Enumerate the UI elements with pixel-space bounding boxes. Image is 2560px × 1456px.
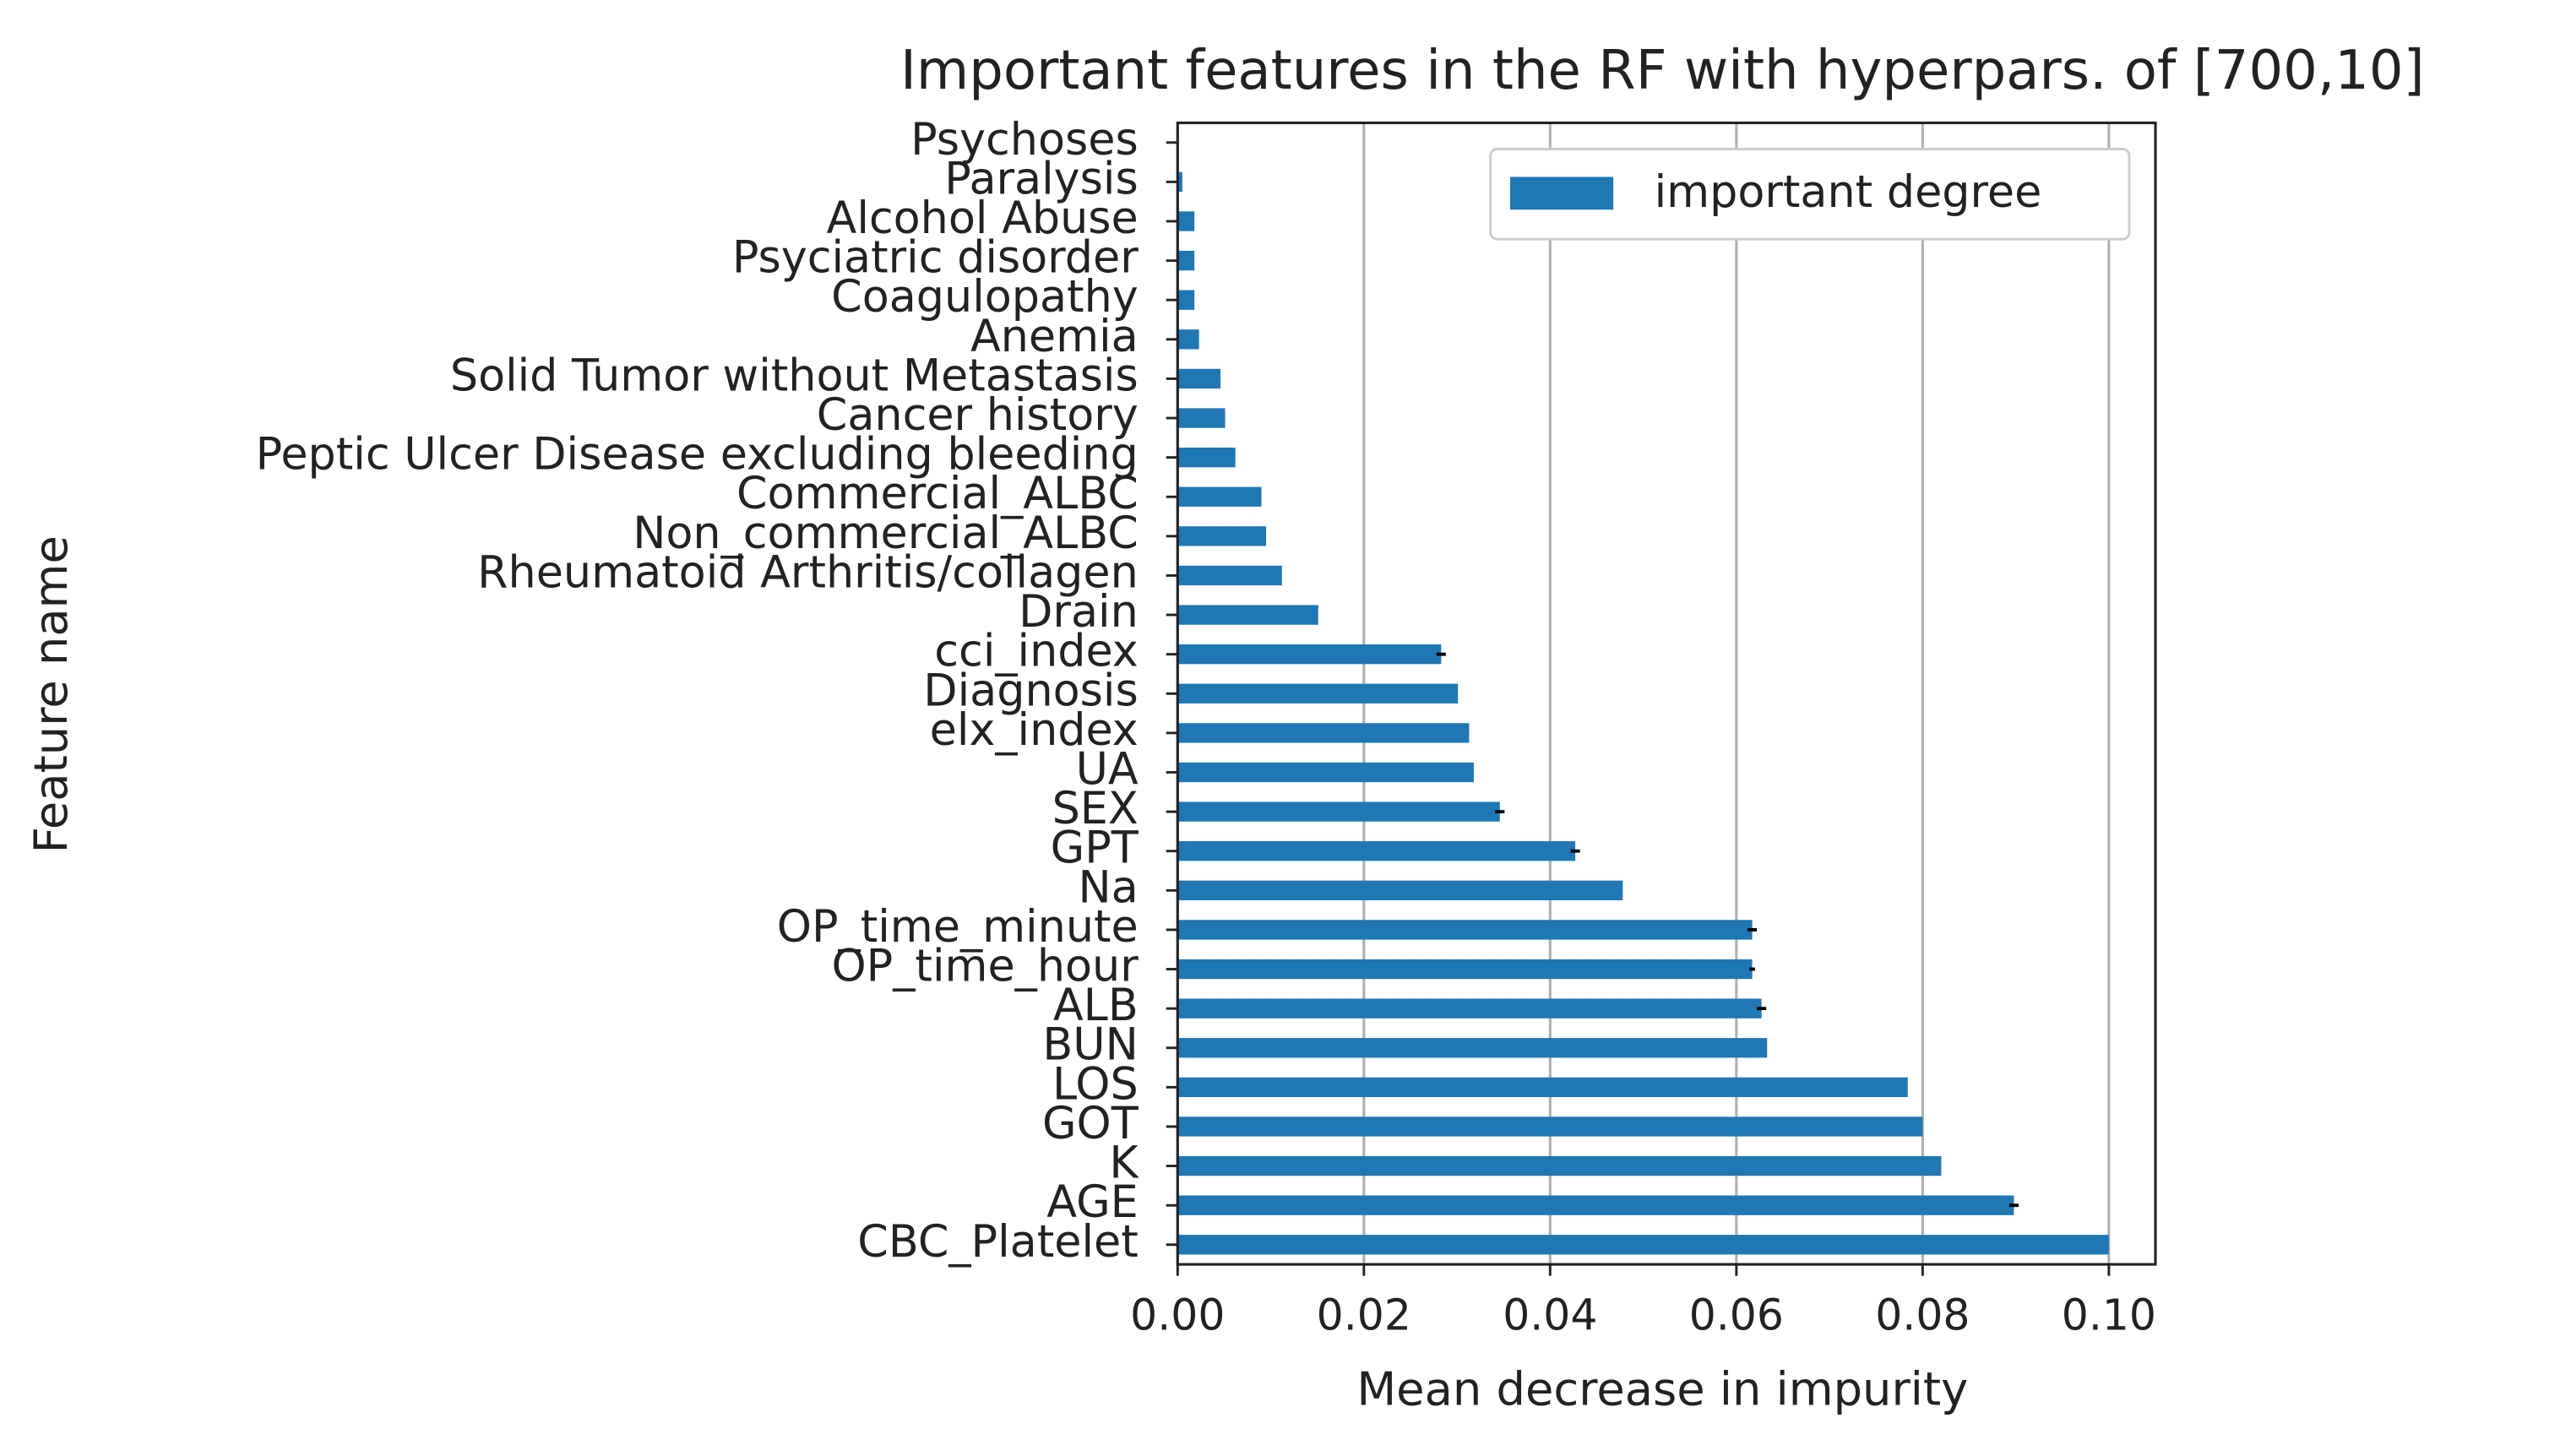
x-axis-label: Mean decrease in impurity [1356,1362,1968,1415]
y-tick-label: K [1109,1138,1139,1189]
x-tick-label: 0.08 [1875,1290,1970,1340]
y-tick-label: Psyciatric disorder [732,232,1139,284]
y-tick-label: Commercial_ALBC [736,468,1139,519]
y-tick-label: LOS [1052,1058,1139,1110]
bar [1177,920,1753,940]
bar [1177,368,1221,389]
y-tick-label: cci_index [934,626,1138,677]
y-tick-label: elx_index [930,704,1139,756]
y-tick-label: Na [1079,861,1139,913]
y-tick-label: Peptic Ulcer Disease excluding bleeding [256,429,1139,481]
y-tick-label: OP_time_hour [831,941,1139,992]
y-tick-label: BUN [1042,1019,1138,1071]
x-tick-label: 0.04 [1503,1290,1597,1340]
legend-swatch [1509,177,1614,210]
bar [1177,250,1195,271]
y-tick-label: Rheumatoid Arthritis/collagen [477,546,1139,598]
bar [1177,1155,1942,1176]
y-tick-label: GOT [1042,1098,1139,1149]
bar [1177,841,1576,861]
y-tick-label: Cancer history [817,389,1139,441]
y-tick-label: Drain [1019,586,1139,638]
legend-box [1489,148,2131,241]
bar [1177,211,1195,231]
y-tick-label: GPT [1051,823,1139,874]
chart-title: Important features in the RF with hyperp… [900,40,2425,102]
x-tick-label: 0.10 [2062,1290,2156,1340]
y-tick-label: CBC_Platelet [857,1216,1138,1268]
bar [1177,880,1623,900]
bar [1177,605,1318,625]
bar [1177,1235,2109,1255]
bar [1177,723,1470,743]
y-tick-label: Solid Tumor without Metastasis [450,350,1139,401]
bar [1177,486,1262,507]
y-tick-label: Psychoses [910,114,1139,166]
y-tick-label: UA [1076,743,1139,795]
y-tick-label: OP_time_minute [777,901,1139,953]
x-tick-label: 0.06 [1689,1290,1784,1340]
bar [1177,762,1474,783]
y-tick-label: SEX [1052,783,1139,834]
x-tick-label: 0.02 [1317,1290,1411,1340]
bar [1177,329,1199,350]
bar [1177,683,1459,704]
bar [1177,171,1182,193]
bar [1177,1195,2014,1215]
bar [1177,565,1282,586]
y-tick-label: Coagulopathy [831,271,1139,323]
bar [1177,959,1753,980]
y-tick-label: Diagnosis [923,665,1138,716]
y-axis-label: Feature name [24,535,78,853]
bar [1177,1077,1908,1098]
bar [1177,644,1442,665]
bar [1177,1038,1768,1058]
y-tick-label: Anemia [970,311,1139,362]
y-tick-label: AGE [1046,1176,1139,1228]
y-tick-label: Non_commercial_ALBC [633,508,1139,559]
y-tick-label: Paralysis [944,153,1139,204]
y-tick-label: ALB [1053,980,1139,1031]
bar [1177,1116,1923,1137]
y-tick-label: Alcohol Abuse [827,193,1139,244]
x-tick-label: 0.00 [1130,1290,1225,1340]
bar [1177,801,1500,822]
plot-frame [1176,121,2157,1266]
bar [1177,447,1236,468]
bar [1177,998,1762,1019]
legend-label: important degree [1655,166,2042,218]
bar [1177,408,1226,428]
bar [1177,290,1195,310]
bar [1177,526,1267,546]
